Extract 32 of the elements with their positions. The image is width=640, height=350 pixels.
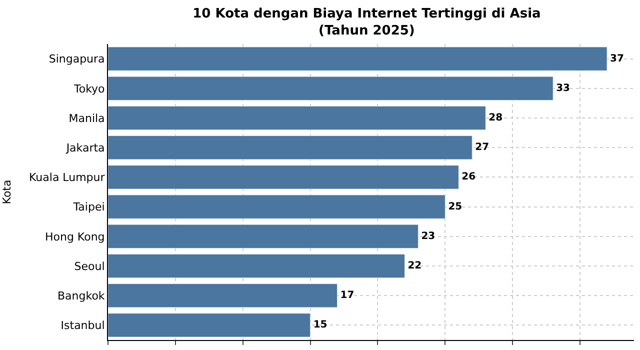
y-tick-label: Manila (68, 112, 105, 125)
data-label: 25 (448, 201, 462, 212)
y-tick-label: Bangkok (57, 289, 106, 302)
y-tick-label: Istanbul (60, 319, 105, 332)
y-tick-label: Seoul (74, 260, 105, 273)
y-tick-label: Hong Kong (44, 230, 105, 244)
data-label: 26 (462, 172, 476, 183)
data-label: 37 (610, 53, 624, 64)
y-axis-title: Kota (0, 180, 14, 204)
data-label: 23 (421, 230, 436, 242)
bar (108, 76, 554, 100)
data-label: 27 (475, 142, 490, 154)
y-tick-label: Jakarta (65, 141, 105, 154)
y-tick-label: Tokyo (72, 82, 106, 96)
data-label: 17 (340, 290, 354, 302)
bar (108, 46, 608, 71)
data-label: 33 (556, 82, 570, 94)
bar (108, 136, 472, 160)
bar (108, 165, 459, 190)
y-tick-label: Taipei (72, 200, 105, 214)
bar (108, 224, 418, 248)
data-label: 15 (313, 320, 328, 331)
data-label: 28 (488, 112, 503, 124)
bar (108, 313, 311, 338)
bar (108, 254, 405, 278)
data-label: 22 (408, 260, 422, 272)
y-tick-label: Singapura (48, 52, 105, 66)
y-tick-label: Kuala Lumpur (29, 171, 106, 184)
chart-title: 10 Kota dengan Biaya Internet Tertinggi di Asia (Tahun 2025) (192, 6, 541, 38)
bar (108, 194, 446, 219)
bar (108, 284, 338, 308)
bar (108, 106, 486, 130)
